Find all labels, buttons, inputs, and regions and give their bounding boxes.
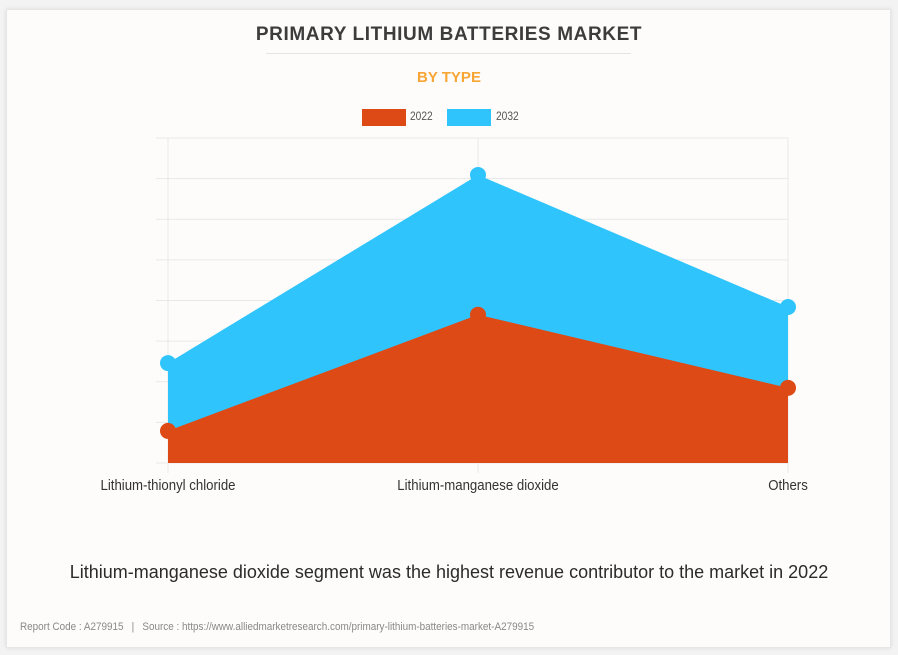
data-point-2022-2[interactable] — [780, 379, 796, 396]
series-markers — [160, 166, 796, 439]
legend-swatch-2022[interactable] — [362, 109, 406, 126]
legend-label-2032[interactable]: 2032 — [496, 109, 519, 123]
x-tick-label: Lithium-manganese dioxide — [397, 477, 559, 494]
chart-subtitle: BY TYPE — [417, 69, 481, 86]
data-point-2032-2[interactable] — [780, 299, 796, 315]
source-link[interactable]: Source : https://www.alliedmarketresearc… — [142, 621, 535, 633]
data-point-2022-0[interactable] — [160, 422, 176, 439]
area-series-2022 — [168, 314, 788, 463]
title-divider — [266, 53, 631, 54]
legend-label-2022[interactable]: 2022 — [410, 109, 433, 123]
footer-separator: | — [131, 621, 135, 633]
report-code: Report Code : A279915 — [20, 621, 124, 633]
chart-caption: Lithium-manganese dioxide segment was th… — [69, 562, 829, 582]
chart-title: PRIMARY LITHIUM BATTERIES MARKET — [255, 24, 643, 45]
x-tick-label: Others — [768, 477, 808, 494]
data-point-2032-1[interactable] — [470, 166, 486, 183]
data-point-2022-1[interactable] — [470, 306, 486, 323]
x-tick-label: Lithium-thionyl chloride — [100, 477, 236, 494]
legend-swatch-2032[interactable] — [447, 109, 491, 126]
footer: Report Code : A279915 | Source : https:/… — [20, 621, 534, 633]
data-point-2032-0[interactable] — [160, 355, 176, 372]
